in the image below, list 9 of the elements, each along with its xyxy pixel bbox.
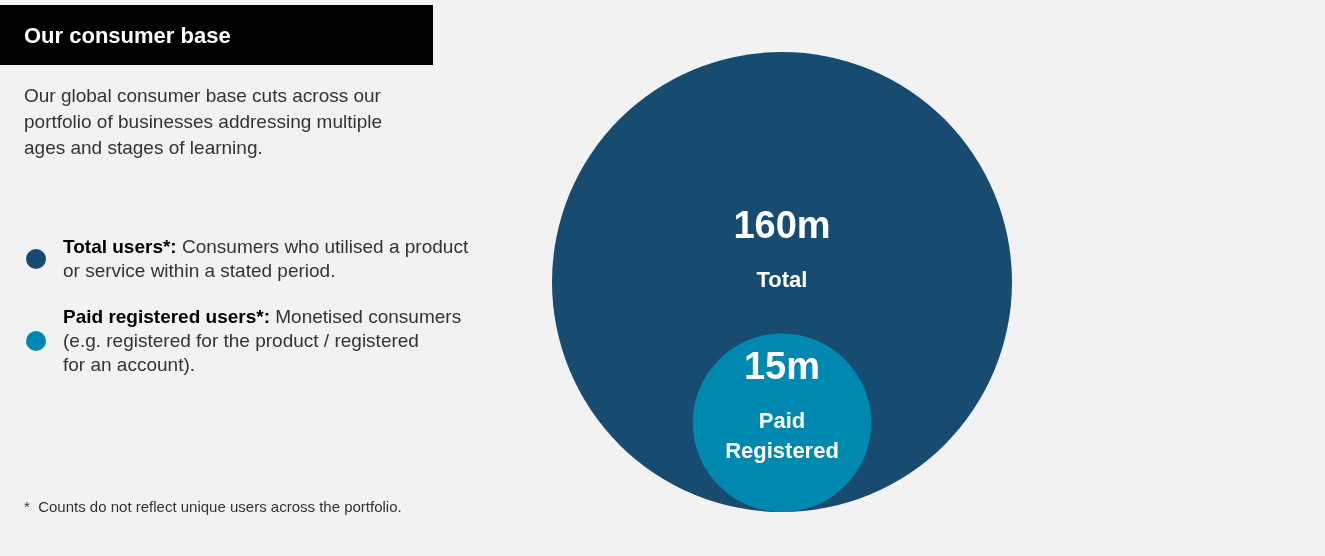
text: * Counts do not reflect unique users across the portfolio. xyxy=(24,498,402,515)
category-label: Paid Registered xyxy=(725,407,839,463)
category-label: Total xyxy=(756,267,808,292)
text: Our global consumer base cuts across our portfolio of businesses addressing multiple ages and stages of learning. xyxy=(24,85,383,158)
text: Paid registered users*: Monetised consumers (e.g. registered for the product / registered for an account). xyxy=(63,306,462,375)
text: Our consumer base xyxy=(24,23,231,48)
text: Total users*: Consumers who utilised a product or service within a stated period. xyxy=(63,236,469,281)
data-label: 15m xyxy=(743,344,821,387)
data-label: 160m xyxy=(733,204,831,246)
